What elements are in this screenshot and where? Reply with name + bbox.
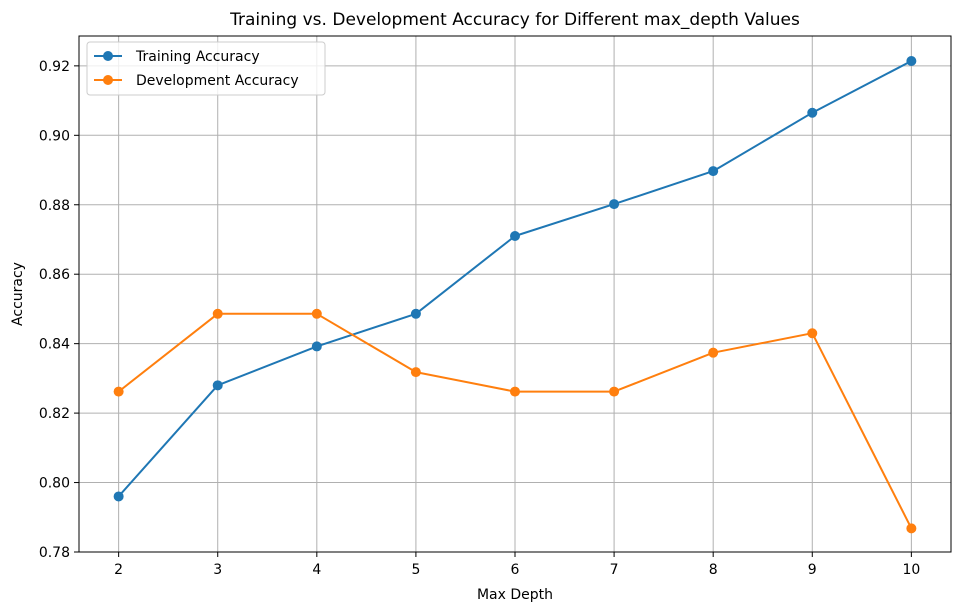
legend-marker [103, 51, 113, 61]
legend-box [86, 41, 326, 96]
x-tick-label: 10 [902, 562, 920, 578]
data-point [311, 341, 322, 352]
y-tick-label: 0.86 [39, 267, 70, 283]
data-point [113, 386, 124, 397]
y-axis-label: Accuracy [10, 262, 26, 326]
data-point [311, 308, 322, 319]
data-point [113, 491, 124, 502]
y-tick-label: 0.84 [39, 337, 70, 353]
series-layer [113, 56, 917, 534]
y-tick-label: 0.90 [39, 128, 70, 144]
y-tick-label: 0.78 [39, 545, 70, 561]
grid [79, 36, 951, 553]
x-tick-label: 4 [312, 562, 321, 578]
x-tick-label: 7 [610, 562, 619, 578]
data-point [510, 231, 520, 242]
x-tick-label: 8 [709, 562, 718, 578]
data-point [510, 386, 520, 397]
x-tick-label: 9 [808, 562, 817, 578]
x-tick-label: 6 [511, 562, 520, 578]
y-tick-label: 0.92 [39, 59, 70, 75]
data-point [906, 523, 917, 534]
data-point [410, 367, 421, 378]
data-point [708, 166, 719, 177]
data-point [609, 386, 620, 397]
data-point [609, 199, 620, 210]
legend: Training Accuracy Development Accuracy [86, 41, 326, 96]
x-tick-label: 5 [411, 562, 420, 578]
x-tick-label: 2 [114, 562, 123, 578]
y-axis-ticks: 0.78 0.80 0.82 0.84 0.86 0.88 0.90 0.92 [39, 59, 79, 561]
chart-title: Training vs. Development Accuracy for Di… [229, 10, 800, 30]
x-tick-label: 3 [213, 562, 222, 578]
y-tick-label: 0.82 [39, 406, 70, 422]
x-axis-ticks: 2 3 4 5 6 7 8 9 10 [114, 552, 920, 578]
y-tick-label: 0.88 [39, 198, 70, 214]
x-axis-label: Max Depth [477, 587, 553, 603]
data-point [212, 308, 223, 319]
data-point [807, 328, 818, 339]
legend-label: Training Accuracy [135, 49, 260, 65]
data-point [410, 308, 421, 319]
y-tick-label: 0.80 [39, 476, 70, 492]
legend-marker [103, 75, 113, 85]
data-point [212, 380, 223, 391]
data-point [906, 56, 917, 67]
data-point [807, 107, 818, 118]
data-point [708, 347, 719, 358]
legend-label: Development Accuracy [136, 73, 299, 89]
